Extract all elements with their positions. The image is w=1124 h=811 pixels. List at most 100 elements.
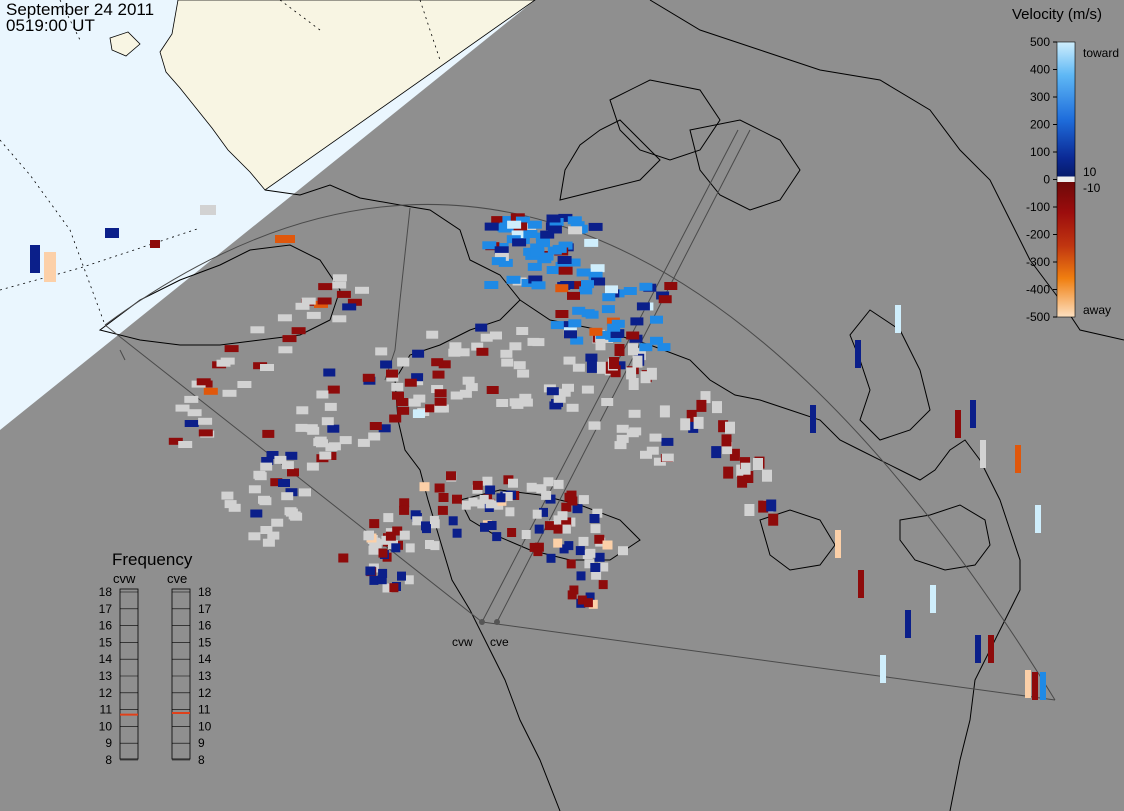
velocity-cell: [224, 345, 239, 353]
velocity-cell: [970, 400, 976, 428]
velocity-cell: [526, 482, 537, 492]
velocity-cell: [336, 290, 351, 298]
velocity-cell: [482, 241, 497, 250]
velocity-cell: [299, 488, 311, 497]
velocity-cell: [397, 406, 410, 415]
colorbar-tick-label: 500: [1030, 35, 1050, 49]
velocity-cell: [262, 538, 275, 547]
frequency-scale-label-right: 15: [198, 635, 212, 649]
velocity-cell: [389, 414, 402, 423]
velocity-cell: [378, 568, 388, 578]
velocity-cell: [105, 228, 119, 238]
frequency-scale-label-left: 11: [100, 703, 113, 717]
velocity-cell: [452, 528, 462, 538]
velocity-cell: [583, 598, 593, 608]
velocity-cell: [462, 376, 475, 385]
velocity-cell: [569, 585, 579, 595]
velocity-cell: [262, 429, 275, 438]
velocity-cell: [572, 281, 587, 290]
velocity-cell: [421, 521, 430, 531]
velocity-cell: [563, 356, 576, 365]
velocity-cell: [178, 441, 193, 448]
velocity-cell: [480, 333, 493, 342]
velocity-cell: [459, 389, 472, 398]
frequency-scale-label-left: 13: [99, 669, 113, 683]
colorbar-tick-label: -500: [1026, 310, 1050, 324]
velocity-cell: [553, 479, 564, 489]
velocity-cell: [722, 442, 733, 455]
velocity-cell: [930, 585, 936, 613]
velocity-cell: [589, 327, 603, 336]
velocity-cell: [579, 286, 593, 295]
velocity-cell: [609, 357, 619, 369]
velocity-cell: [558, 266, 573, 275]
velocity-cell: [324, 402, 337, 411]
velocity-cell: [482, 476, 493, 486]
velocity-cell: [602, 293, 616, 302]
velocity-cell: [1040, 672, 1046, 700]
velocity-cell: [347, 298, 362, 306]
velocity-cell: [527, 337, 540, 346]
velocity-cell: [431, 358, 444, 367]
velocity-cell: [250, 509, 263, 518]
velocity-cell: [905, 610, 911, 638]
velocity-cell: [502, 216, 517, 224]
colorbar-tick-label: 300: [1030, 90, 1050, 104]
velocity-cell: [590, 524, 601, 534]
velocity-cell: [594, 552, 605, 562]
velocity-cell: [410, 510, 421, 520]
velocity-cell: [357, 438, 370, 447]
colorbar-away-label: away: [1083, 303, 1111, 317]
radar-site-cve: [494, 619, 500, 625]
velocity-cell: [614, 441, 627, 450]
velocity-cell: [253, 470, 266, 479]
velocity-cell: [566, 258, 581, 267]
velocity-cell: [391, 543, 401, 553]
velocity-cell: [250, 326, 265, 334]
velocity-cell: [550, 321, 564, 330]
velocity-cell: [588, 421, 601, 430]
colorbar-gradient: [1056, 41, 1076, 318]
velocity-cell: [248, 485, 261, 494]
velocity-cell: [539, 507, 548, 517]
daylight-sea: [0, 0, 535, 430]
velocity-cell: [175, 404, 190, 412]
velocity-cell: [632, 355, 643, 368]
velocity-cell: [693, 416, 704, 429]
velocity-cell: [523, 247, 538, 256]
velocity-cell: [404, 378, 417, 387]
velocity-cell: [572, 363, 585, 372]
velocity-cell: [332, 315, 347, 323]
velocity-cell: [484, 222, 499, 231]
velocity-cell: [626, 367, 637, 380]
radar-label-cve: cve: [490, 635, 509, 649]
velocity-cell: [198, 429, 213, 437]
velocity-cell: [618, 546, 628, 556]
velocity-cell: [332, 281, 347, 289]
velocity-cell: [653, 457, 666, 466]
velocity-cell: [44, 252, 56, 282]
radar-site-cvw: [479, 619, 485, 625]
velocity-cell: [434, 404, 447, 413]
velocity-cell: [523, 230, 538, 238]
velocity-cell: [278, 479, 290, 487]
velocity-cell: [586, 360, 597, 373]
velocity-cell: [630, 317, 644, 326]
velocity-cell: [696, 399, 707, 412]
velocity-cell: [572, 306, 586, 315]
colorbar-tick-label: 0: [1043, 173, 1050, 187]
velocity-cell: [592, 508, 603, 518]
velocity-cell: [555, 284, 569, 293]
time-label: 0519:00 UT: [6, 16, 95, 35]
velocity-cell: [626, 331, 640, 340]
velocity-cell: [661, 437, 674, 446]
velocity-cell: [610, 330, 624, 338]
velocity-cell: [392, 391, 404, 400]
velocity-cell: [762, 469, 772, 482]
velocity-cell: [527, 220, 542, 229]
frequency-title: Frequency: [112, 550, 193, 569]
velocity-cell: [375, 347, 388, 356]
velocity-cell: [610, 365, 621, 378]
velocity-cell: [471, 342, 484, 351]
